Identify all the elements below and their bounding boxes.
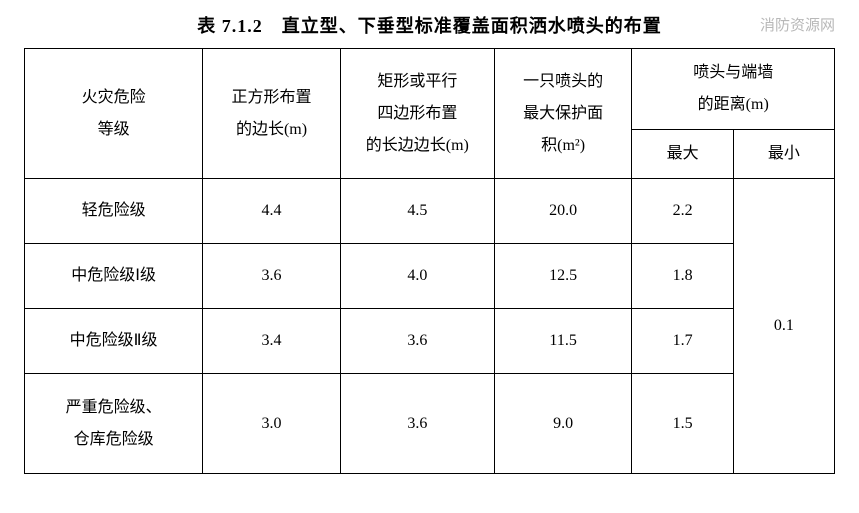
cell-square: 3.6 (203, 244, 341, 309)
header-max: 最大 (632, 130, 733, 179)
header-area: 一只喷头的最大保护面积(m²) (494, 49, 632, 179)
header-rect: 矩形或平行四边形布置的长边边长(m) (340, 49, 494, 179)
table-title: 表 7.1.2 直立型、下垂型标准覆盖面积洒水喷头的布置 (197, 16, 662, 36)
table-row: 中危险级Ⅱ级 3.4 3.6 11.5 1.7 (25, 309, 835, 374)
cell-square: 4.4 (203, 179, 341, 244)
cell-area: 12.5 (494, 244, 632, 309)
sprinkler-layout-table: 火灾危险等级 正方形布置的边长(m) 矩形或平行四边形布置的长边边长(m) 一只… (24, 48, 835, 474)
table-row: 轻危险级 4.4 4.5 20.0 2.2 0.1 (25, 179, 835, 244)
cell-max: 1.7 (632, 309, 733, 374)
cell-hazard: 轻危险级 (25, 179, 203, 244)
header-wall-dist: 喷头与端墙的距离(m) (632, 49, 835, 130)
cell-rect: 3.6 (340, 309, 494, 374)
cell-max: 2.2 (632, 179, 733, 244)
cell-hazard: 严重危险级、仓库危险级 (25, 374, 203, 474)
cell-area: 11.5 (494, 309, 632, 374)
cell-rect: 3.6 (340, 374, 494, 474)
cell-area: 9.0 (494, 374, 632, 474)
cell-hazard: 中危险级Ⅱ级 (25, 309, 203, 374)
watermark-text: 消防资源网 (760, 14, 835, 35)
table-row: 严重危险级、仓库危险级 3.0 3.6 9.0 1.5 (25, 374, 835, 474)
cell-hazard: 中危险级Ⅰ级 (25, 244, 203, 309)
cell-rect: 4.0 (340, 244, 494, 309)
cell-min-shared: 0.1 (733, 179, 834, 474)
cell-square: 3.4 (203, 309, 341, 374)
cell-max: 1.8 (632, 244, 733, 309)
cell-square: 3.0 (203, 374, 341, 474)
table-row: 中危险级Ⅰ级 3.6 4.0 12.5 1.8 (25, 244, 835, 309)
header-hazard: 火灾危险等级 (25, 49, 203, 179)
cell-area: 20.0 (494, 179, 632, 244)
header-min: 最小 (733, 130, 834, 179)
cell-rect: 4.5 (340, 179, 494, 244)
cell-max: 1.5 (632, 374, 733, 474)
header-square: 正方形布置的边长(m) (203, 49, 341, 179)
